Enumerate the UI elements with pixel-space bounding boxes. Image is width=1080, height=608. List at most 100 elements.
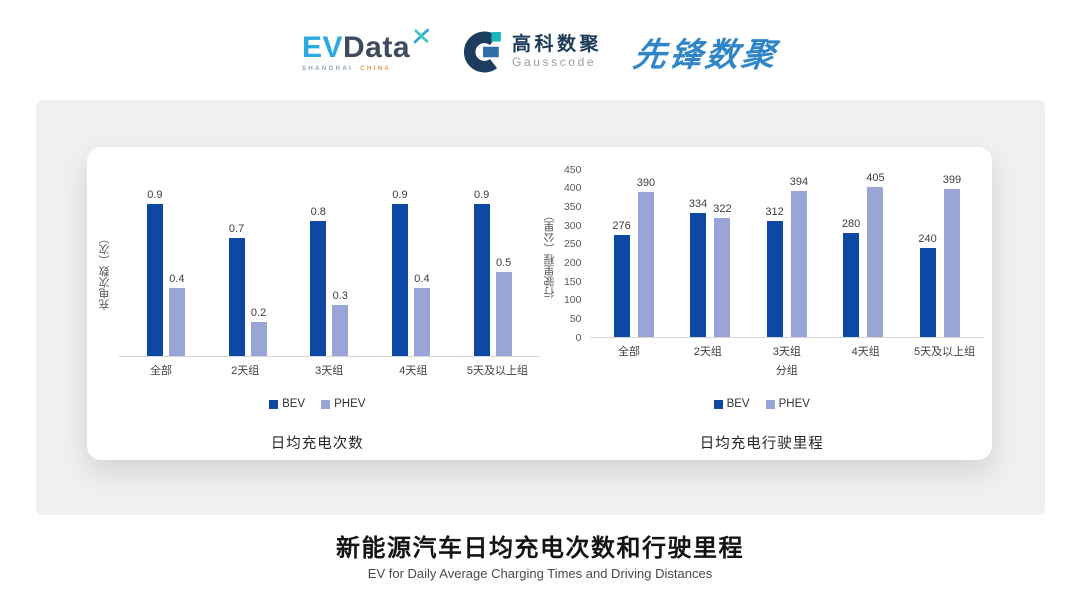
gausscode-text: 高科数聚 Gausscode xyxy=(512,34,602,70)
bar-BEV xyxy=(613,234,630,337)
y-axis-ticks: 0 50 100 150 200 250 300 350 400 450 xyxy=(560,164,590,342)
x-category-label: 2天组 xyxy=(693,346,722,358)
bar-PHEV xyxy=(790,190,807,337)
g-circle-icon xyxy=(464,31,501,73)
legend-swatch xyxy=(269,399,279,409)
bar-BEV xyxy=(919,247,936,337)
bar-column-PHEV: 322 xyxy=(713,170,732,337)
y-axis-ticks xyxy=(115,187,119,357)
legend-item-PHEV: PHEV xyxy=(765,398,810,410)
gausscode-en-text: Gausscode xyxy=(512,55,597,70)
x-axis-labels: 全部 2天组 3天组 4天组 5天及以上组 xyxy=(119,362,540,378)
y-tick-label: 0 xyxy=(575,331,582,344)
bar-value-label: 0.7 xyxy=(228,222,245,235)
evdata-subtitle: SHANGHAI CHINA xyxy=(302,66,430,72)
chart-body: 行驶里程（公里） 0 50 100 150 200 250 300 350 400 450 276… xyxy=(540,164,984,343)
bar-value-label: 390 xyxy=(636,177,656,190)
bar-value-label: 0.5 xyxy=(496,256,512,269)
legend-swatch xyxy=(713,399,723,409)
x-category-label: 5天及以上组 xyxy=(466,365,528,377)
evdata-shanghai-text: SHANGHAI xyxy=(301,65,354,72)
bar-BEV xyxy=(228,237,245,356)
bar-value-label: 276 xyxy=(612,219,631,232)
bar-PHEV xyxy=(250,322,267,356)
bar-column-PHEV: 0.4 xyxy=(413,187,430,356)
bar-group: 312 394 xyxy=(749,170,826,337)
bar-group: 0.7 0.2 xyxy=(207,187,289,356)
x-axis-title: 分组 xyxy=(775,365,798,377)
evdata-china-text: CHINA xyxy=(360,65,392,72)
bar-column-PHEV: 394 xyxy=(790,170,808,337)
chart-legend: BEV PHEV xyxy=(95,398,540,410)
bar-column-BEV: 0.7 xyxy=(228,187,245,356)
x-category-label: 4天组 xyxy=(851,346,880,358)
bar-group: 334 322 xyxy=(672,170,749,337)
bar-value-label: 0.4 xyxy=(414,273,430,286)
bar-column-BEV: 280 xyxy=(842,170,860,337)
bar-value-label: 334 xyxy=(688,198,708,211)
x-category-label: 2天组 xyxy=(231,365,260,377)
bar-value-label: 399 xyxy=(942,173,962,186)
bar-PHEV xyxy=(495,271,512,356)
legend-label: BEV xyxy=(282,398,306,410)
bar-column-PHEV: 405 xyxy=(866,170,885,337)
bar-group: 280 405 xyxy=(825,170,902,337)
bar-group: 276 390 xyxy=(596,170,673,337)
plot-area: 276 390 334 322 312 394 280 405 240 399 xyxy=(589,170,984,338)
bar-column-BEV: 0.9 xyxy=(391,187,408,356)
bar-column-BEV: 312 xyxy=(765,170,784,337)
chart-caption: 日均充电行驶里程 xyxy=(699,436,824,452)
bar-column-PHEV: 399 xyxy=(943,170,961,337)
x-category-label: 全部 xyxy=(617,346,640,358)
evdata-ev-text: EV xyxy=(301,30,343,64)
bar-column-BEV: 276 xyxy=(612,170,631,337)
xianfeng-shuju-logo: 先锋数聚 xyxy=(631,36,781,73)
y-axis-title: 行驶里程（公里） xyxy=(543,210,556,298)
y-tick-label: 50 xyxy=(569,312,582,325)
evdata-logo: EV Data SHANGHAI CHINA xyxy=(301,28,430,72)
legend-label: PHEV xyxy=(778,398,810,410)
bar-BEV xyxy=(310,220,327,356)
logo-header: EV Data SHANGHAI CHINA 高科数聚 Gausscode 先锋数… xyxy=(0,24,1080,80)
bar-PHEV xyxy=(943,188,960,337)
charts-row: 充电次数（次） 0.9 0.4 0.7 0.2 0.8 0.3 0.9 0.4 0.9 0.5 全… xyxy=(87,147,992,460)
bar-value-label: 394 xyxy=(789,175,809,188)
chart-daily-charging-times: 充电次数（次） 0.9 0.4 0.7 0.2 0.8 0.3 0.9 0.4 0.9 0.5 全… xyxy=(95,147,540,460)
y-tick-label: 350 xyxy=(563,200,582,213)
x-category-label: 5天及以上组 xyxy=(914,346,976,358)
legend-item-BEV: BEV xyxy=(269,398,305,410)
bar-BEV xyxy=(766,221,783,337)
evdata-wordmark: EV Data xyxy=(301,28,430,64)
y-axis-title: 充电次数（次） xyxy=(99,233,111,311)
legend-label: PHEV xyxy=(334,398,366,410)
bar-BEV xyxy=(146,203,163,356)
page-subtitle: EV for Daily Average Charging Times and … xyxy=(367,566,713,581)
bar-BEV xyxy=(843,233,860,337)
bar-column-PHEV: 390 xyxy=(637,170,655,337)
x-category-label: 4天组 xyxy=(399,365,428,377)
x-axis-labels: 全部 2天组 3天组 4天组 5天及以上组 xyxy=(590,343,985,359)
bar-column-PHEV: 0.4 xyxy=(168,187,185,356)
bar-value-label: 0.9 xyxy=(474,188,490,201)
bar-group: 0.9 0.5 xyxy=(452,187,534,356)
chart-daily-driving-distance: 行驶里程（公里） 0 50 100 150 200 250 300 350 400 450 276… xyxy=(540,147,985,460)
legend-item-BEV: BEV xyxy=(713,398,750,410)
bar-BEV xyxy=(473,203,490,356)
chart-caption: 日均充电次数 xyxy=(270,436,364,452)
bar-value-label: 0.4 xyxy=(169,273,185,286)
y-tick-label: 300 xyxy=(563,219,582,232)
bar-column-BEV: 240 xyxy=(918,170,937,337)
bar-column-PHEV: 0.3 xyxy=(332,187,349,356)
bar-group: 0.9 0.4 xyxy=(125,187,207,356)
y-tick-label: 450 xyxy=(563,163,582,176)
bar-BEV xyxy=(690,213,707,337)
bar-group: 240 399 xyxy=(902,170,979,337)
gausscode-cn-text: 高科数聚 xyxy=(512,34,603,56)
bar-PHEV xyxy=(413,288,430,356)
bar-BEV xyxy=(391,203,408,356)
bar-column-BEV: 334 xyxy=(689,170,707,337)
charts-card: 充电次数（次） 0.9 0.4 0.7 0.2 0.8 0.3 0.9 0.4 0.9 0.5 全… xyxy=(87,147,992,460)
bar-value-label: 280 xyxy=(841,218,861,231)
chart-body: 充电次数（次） 0.9 0.4 0.7 0.2 0.8 0.3 0.9 0.4 0.9 0.5 xyxy=(95,187,540,357)
bar-PHEV xyxy=(332,305,349,356)
